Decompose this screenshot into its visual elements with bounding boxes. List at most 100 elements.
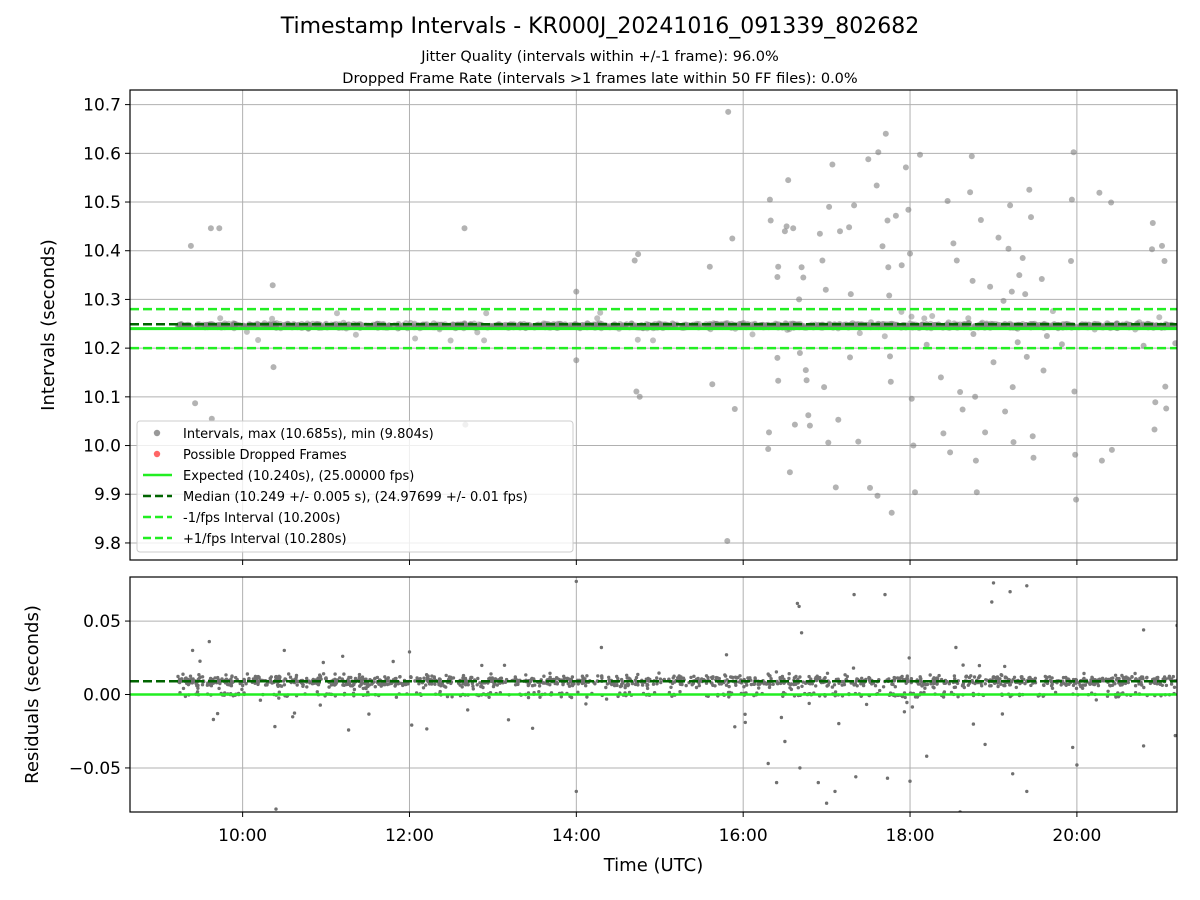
residual-point (604, 685, 608, 690)
residual-outlier-point (908, 779, 912, 783)
residual-outlier-point (207, 639, 211, 644)
residual-point (1071, 683, 1076, 688)
residual-point (742, 685, 746, 689)
residual-outlier-point (190, 648, 195, 653)
residual-point (425, 727, 429, 731)
residual-point (996, 684, 1000, 689)
residual-point (691, 681, 695, 686)
interval-outlier-point (847, 354, 853, 361)
residual-point (992, 676, 996, 680)
residual-point (737, 680, 742, 684)
residual-point (269, 679, 273, 684)
residual-point (432, 676, 437, 681)
residual-point (288, 675, 293, 679)
interval-outlier-point (461, 225, 468, 232)
residual-point (274, 674, 278, 679)
residual-outlier-point (883, 592, 887, 597)
residual-point (353, 676, 358, 681)
residual-point (746, 676, 750, 680)
residual-point (367, 712, 371, 716)
interval-outlier-point (796, 296, 803, 303)
interval-outlier-point (781, 228, 788, 235)
residual-point (183, 676, 188, 681)
residual-point (582, 681, 586, 685)
interval-outlier-point (847, 291, 854, 298)
residual-point (1113, 673, 1118, 677)
residual-point (338, 676, 342, 680)
interval-outlier-point (1016, 272, 1023, 279)
residual-point (1082, 676, 1086, 681)
residual-point (1002, 683, 1006, 688)
residual-outlier-point (1025, 584, 1029, 588)
residual-point (513, 675, 517, 679)
residual-point (333, 672, 337, 676)
residual-point (1089, 678, 1093, 682)
residual-point (1167, 674, 1172, 678)
interval-outlier-point (879, 243, 886, 250)
interval-outlier-point (950, 240, 957, 247)
residual-point (277, 674, 281, 678)
residual-point (900, 674, 904, 679)
residual-point (554, 676, 559, 680)
residual-point (892, 675, 896, 680)
residual-point (422, 676, 426, 680)
interval-outlier-point (832, 484, 839, 491)
residual-point (1049, 684, 1054, 688)
residual-point (612, 683, 617, 688)
residual-point (537, 684, 542, 688)
interval-outlier-point (1010, 439, 1017, 446)
residual-point (538, 695, 542, 699)
interval-outlier-point (1026, 186, 1033, 193)
legend-marker (153, 450, 161, 458)
residual-point (541, 681, 545, 685)
residual-point (633, 682, 638, 687)
residual-point (903, 695, 907, 700)
interval-outlier-point (1007, 202, 1014, 209)
residual-point (736, 675, 740, 680)
residual-point (860, 676, 864, 680)
residual-point (607, 675, 611, 679)
residual-point (196, 686, 200, 690)
legend-marker (153, 429, 161, 437)
interval-outlier-point (977, 217, 984, 223)
residual-point (678, 690, 682, 694)
residual-point (1067, 682, 1071, 686)
residual-point (1109, 676, 1114, 681)
residual-point (478, 681, 482, 685)
bottom-points (176, 579, 1177, 812)
interval-outlier-point (1009, 384, 1016, 391)
residual-point (935, 676, 940, 681)
interval-outlier-point (835, 416, 842, 423)
residual-point (634, 675, 639, 680)
residual-outlier-point (983, 742, 987, 747)
bottom-ytick-label: 0.05 (83, 612, 121, 632)
interval-point (346, 321, 352, 328)
residual-point (391, 659, 395, 664)
interval-outlier-point (1108, 446, 1115, 453)
residual-point (995, 675, 1000, 679)
residual-point (1014, 685, 1018, 690)
residual-point (1155, 682, 1159, 686)
residual-point (600, 674, 604, 678)
interval-outlier-point (774, 274, 781, 280)
residual-point (787, 672, 791, 676)
residual-point (357, 675, 361, 680)
residual-point (645, 678, 649, 682)
interval-point (856, 330, 863, 337)
residual-outlier-point (407, 650, 412, 654)
interval-outlier-point (786, 469, 793, 476)
residual-point (878, 688, 882, 693)
residual-point (657, 671, 661, 675)
residual-point (833, 690, 838, 694)
residual-point (316, 676, 320, 681)
interval-outlier-point (1162, 383, 1169, 390)
residual-point (185, 681, 189, 686)
residual-point (867, 675, 871, 680)
interval-outlier-point (826, 203, 833, 210)
interval-outlier-point (1000, 297, 1007, 304)
residual-point (988, 684, 992, 688)
residual-point (234, 675, 238, 680)
interval-point (644, 322, 651, 329)
interval-outlier-point (973, 489, 980, 496)
residual-point (287, 672, 291, 676)
